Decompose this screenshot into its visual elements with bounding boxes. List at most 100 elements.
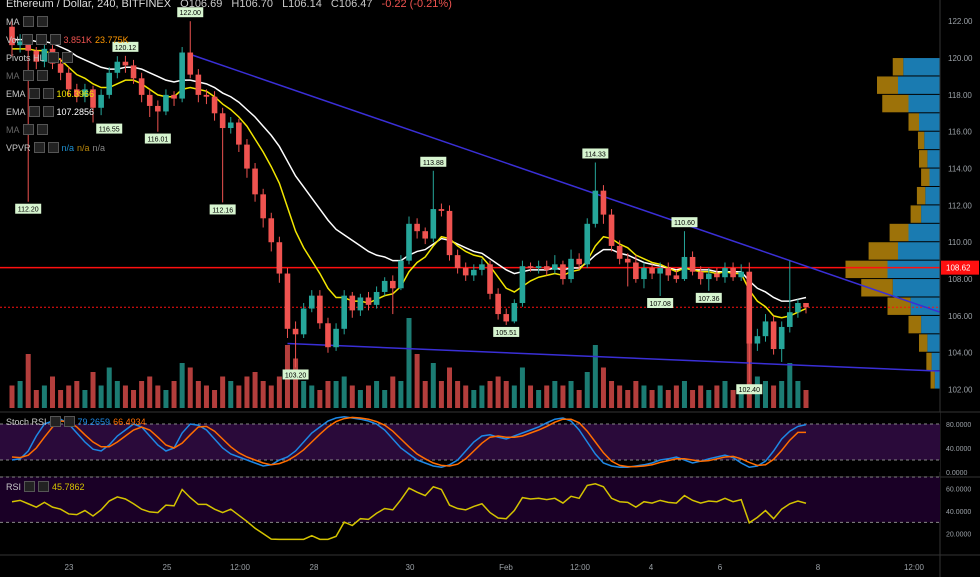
candle-body (138, 78, 145, 95)
candle-body (560, 264, 566, 280)
candle-body (244, 144, 250, 169)
gear-icon[interactable] (35, 34, 47, 45)
gear-icon[interactable] (36, 70, 48, 81)
volume-bar (147, 376, 153, 408)
volume-bar (260, 381, 266, 408)
eye-icon[interactable] (22, 16, 34, 27)
eye-icon[interactable] (21, 34, 33, 45)
ohlc-open: O106.69 (180, 0, 223, 10)
eye-icon[interactable] (28, 106, 40, 117)
volume-bar (600, 367, 606, 408)
candle-body (9, 26, 15, 46)
time-tick-label: 12:00 (904, 563, 925, 572)
legend-ma-1[interactable]: MA (6, 16, 48, 27)
price-tag (941, 260, 979, 275)
volume-bar (438, 381, 444, 408)
candle-body (454, 255, 461, 269)
vp-bar-down (868, 242, 898, 260)
volume-bar (41, 385, 47, 408)
volume-bar (641, 385, 647, 408)
candle-body (543, 266, 550, 270)
candle-body (705, 273, 712, 280)
ohlc-change: -0.22 (-0.21%) (381, 0, 452, 10)
eye-icon[interactable] (22, 124, 34, 135)
legend-vpvr[interactable]: VPVR n/a n/a n/a (6, 142, 105, 153)
legend-label: EMA (6, 106, 26, 117)
volume-bar (293, 358, 299, 408)
vp-bar-up (927, 334, 940, 352)
volume-bar (98, 385, 104, 408)
gear-icon[interactable] (63, 416, 75, 427)
candle-body (365, 297, 372, 305)
candle-body (163, 94, 169, 112)
close-icon[interactable] (49, 34, 61, 45)
eye-icon[interactable] (28, 88, 40, 99)
legend-vol[interactable]: Vol 3.851K 23.775K (6, 34, 129, 45)
pivot-label: 114.33 (585, 151, 606, 158)
eye-icon[interactable] (24, 481, 36, 492)
volume-bar (341, 376, 347, 408)
legend-pivots[interactable]: Pivots HL (6, 52, 73, 63)
candle-body (608, 214, 615, 246)
price-tick-label: 110.00 (948, 238, 972, 247)
candle-body (495, 293, 501, 315)
vp-bar-up (910, 297, 940, 315)
indicator-lines (12, 38, 941, 372)
volume-bar (681, 381, 687, 408)
gear-icon[interactable] (42, 106, 54, 117)
gear-icon[interactable] (36, 124, 48, 135)
gear-icon[interactable] (61, 52, 73, 63)
volume-bars (9, 318, 809, 408)
volume-bar (58, 390, 64, 408)
candle-body (722, 268, 728, 278)
volume-bar (519, 367, 525, 408)
volume-bar (503, 381, 509, 408)
volume-bar (349, 385, 355, 408)
legend-ma-3[interactable]: MA (6, 124, 48, 135)
gear-icon[interactable] (47, 142, 59, 153)
price-tick-label: 120.00 (948, 54, 973, 63)
candle-body (260, 194, 266, 219)
volume-profile (845, 58, 940, 389)
gear-icon[interactable] (36, 16, 48, 27)
eye-icon[interactable] (47, 52, 59, 63)
candles (9, 21, 809, 383)
legend-stoch-rsi[interactable]: Stoch RSI 79.2659 66.4934 (6, 416, 146, 427)
volume-bar (414, 354, 420, 408)
eye-icon[interactable] (33, 142, 45, 153)
vp-bar-up (931, 352, 940, 371)
gear-icon[interactable] (38, 481, 50, 492)
vp-bar-up (898, 76, 940, 94)
vp-bar-down (887, 297, 911, 315)
time-axis: 23 25 12:00 28 30 Feb 12:00 4 6 8 12:00 (0, 554, 980, 572)
stoch-tick-label: 80.0000 (946, 422, 971, 429)
candle-body (568, 258, 574, 280)
pivot-label: 112.20 (18, 207, 39, 214)
candle-body (422, 231, 429, 239)
vp-bar-up (924, 131, 940, 150)
legend-label: Vol (6, 34, 19, 45)
vol-value-1: 3.851K (63, 34, 93, 45)
legend-rsi[interactable]: RSI 45.7862 (6, 481, 85, 492)
volume-bar (617, 385, 623, 408)
symbol-title[interactable]: Ethereum / Dollar, 240, BITFINEX (6, 0, 172, 10)
legend-ema-2[interactable]: EMA 107.2856 (6, 106, 94, 117)
eye-icon[interactable] (49, 416, 61, 427)
price-tick-label: 122.00 (948, 17, 973, 26)
volume-bar (795, 381, 801, 408)
vp-bar-up (927, 150, 940, 168)
vp-bar-up (908, 223, 940, 242)
volume-bar (430, 363, 436, 408)
eye-icon[interactable] (22, 70, 34, 81)
legend-ema-1[interactable]: EMA 106.3966 (6, 88, 94, 99)
volume-bar (325, 381, 331, 408)
vp-bar-up (898, 242, 940, 260)
volume-bar (390, 376, 396, 408)
stoch-d-value: 66.4934 (113, 416, 146, 427)
time-tick-label: 12:00 (570, 563, 591, 572)
gear-icon[interactable] (42, 88, 54, 99)
volume-bar (74, 381, 80, 408)
candle-body (211, 96, 218, 114)
volume-bar (90, 372, 96, 408)
legend-ma-2[interactable]: MA (6, 70, 48, 81)
